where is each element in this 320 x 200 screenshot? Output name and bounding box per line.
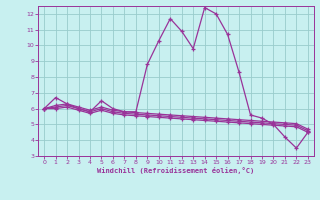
X-axis label: Windchill (Refroidissement éolien,°C): Windchill (Refroidissement éolien,°C) — [97, 167, 255, 174]
